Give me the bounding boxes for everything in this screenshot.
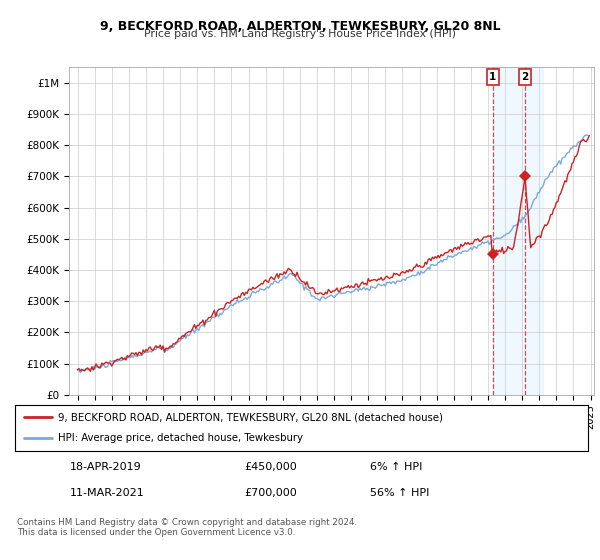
Text: 2: 2 <box>521 72 529 82</box>
Text: £450,000: £450,000 <box>244 462 297 472</box>
Text: Contains HM Land Registry data © Crown copyright and database right 2024.
This d: Contains HM Land Registry data © Crown c… <box>17 518 357 538</box>
Text: 56% ↑ HPI: 56% ↑ HPI <box>370 488 430 498</box>
Text: 11-MAR-2021: 11-MAR-2021 <box>70 488 144 498</box>
Text: HPI: Average price, detached house, Tewkesbury: HPI: Average price, detached house, Tewk… <box>58 433 303 444</box>
Text: 18-APR-2019: 18-APR-2019 <box>70 462 141 472</box>
Text: 6% ↑ HPI: 6% ↑ HPI <box>370 462 422 472</box>
Bar <box>493 67 542 395</box>
Text: 9, BECKFORD ROAD, ALDERTON, TEWKESBURY, GL20 8NL: 9, BECKFORD ROAD, ALDERTON, TEWKESBURY, … <box>100 20 500 32</box>
Text: 9, BECKFORD ROAD, ALDERTON, TEWKESBURY, GL20 8NL (detached house): 9, BECKFORD ROAD, ALDERTON, TEWKESBURY, … <box>58 412 443 422</box>
Text: 1: 1 <box>25 462 32 472</box>
Text: £700,000: £700,000 <box>244 488 297 498</box>
Text: Price paid vs. HM Land Registry's House Price Index (HPI): Price paid vs. HM Land Registry's House … <box>144 29 456 39</box>
Text: 2: 2 <box>25 488 32 498</box>
Text: 1: 1 <box>489 72 496 82</box>
